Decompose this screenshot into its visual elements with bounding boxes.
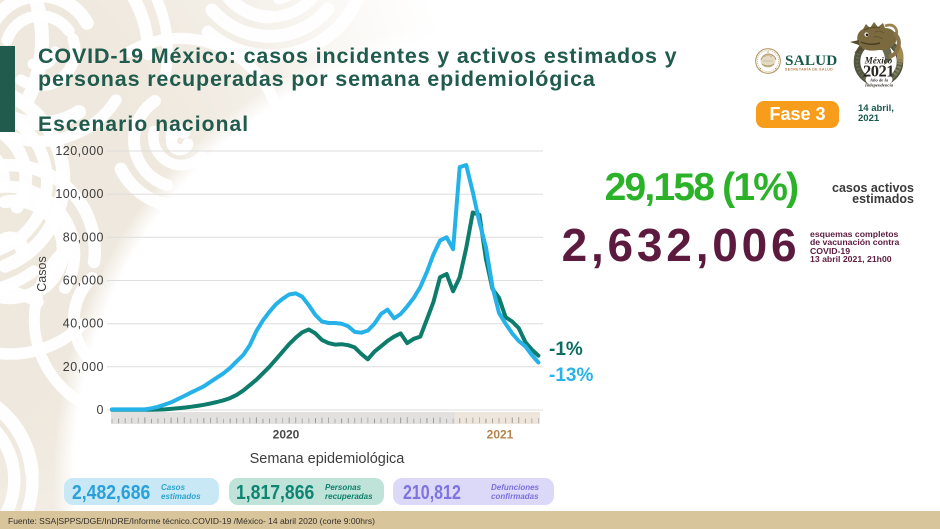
svg-text:2021: 2021 (863, 62, 894, 81)
svg-text:-1%: -1% (549, 339, 583, 360)
svg-text:120,000: 120,000 (55, 144, 104, 158)
svg-text:Casos: Casos (35, 256, 49, 291)
svg-text:México: México (864, 56, 893, 66)
svg-text:0: 0 (97, 403, 104, 417)
svg-text:100,000: 100,000 (55, 187, 104, 201)
svg-text:Año de la: Año de la (869, 78, 889, 83)
svg-text:80,000: 80,000 (63, 230, 104, 244)
svg-text:SECRETARÍA DE SALUD: SECRETARÍA DE SALUD (785, 67, 833, 72)
svg-text:Semana epidemiológica: Semana epidemiológica (250, 451, 406, 467)
svg-text:Independencia: Independencia (864, 83, 894, 88)
svg-text:20,000: 20,000 (63, 360, 104, 374)
svg-text:60,000: 60,000 (63, 274, 104, 288)
svg-text:40,000: 40,000 (63, 317, 104, 331)
svg-text:2021: 2021 (487, 428, 514, 442)
svg-text:-13%: -13% (549, 365, 593, 386)
svg-text:2020: 2020 (273, 428, 300, 442)
svg-text:SALUD: SALUD (785, 52, 837, 69)
